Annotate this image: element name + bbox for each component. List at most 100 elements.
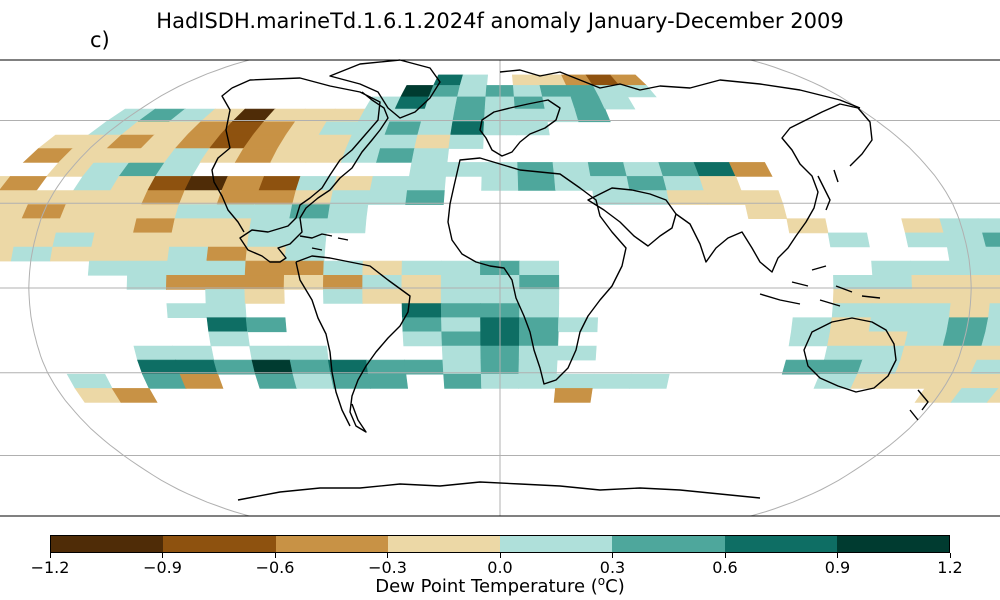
anomaly-cell (985, 317, 1000, 333)
anomaly-cell (982, 232, 1000, 248)
anomaly-cell (52, 232, 96, 248)
anomaly-cell (440, 303, 481, 319)
anomaly-cell (289, 359, 332, 375)
anomaly-cell (420, 108, 456, 123)
anomaly-cell (49, 246, 92, 262)
anomaly-cell (658, 162, 700, 177)
anomaly-cell (443, 373, 482, 389)
colorbar-tick (499, 553, 501, 558)
anomaly-cell (587, 162, 628, 177)
anomaly-cell (205, 260, 247, 276)
anomaly-cell (441, 331, 482, 347)
anomaly-cell (249, 345, 291, 361)
colorbar-segment (275, 536, 388, 552)
anomaly-cell (210, 218, 252, 234)
anomaly-cell (519, 303, 560, 319)
robinson-map (0, 59, 1000, 517)
anomaly-cell (137, 359, 181, 375)
anomaly-cell (555, 373, 595, 389)
anomaly-cell (362, 289, 403, 304)
anomaly-cell (900, 345, 944, 361)
colorbar-tick (387, 553, 388, 558)
anomaly-cell (592, 190, 633, 205)
anomaly-cell (666, 190, 708, 205)
anomaly-cell (289, 204, 331, 219)
anomaly-cell (457, 85, 488, 98)
anomaly-cell (175, 359, 219, 375)
anomaly-cell (208, 331, 250, 347)
anomaly-cell (206, 317, 248, 333)
colorbar-segment (612, 536, 725, 552)
anomaly-cell (362, 274, 403, 290)
coastline-australia (803, 317, 897, 393)
coastline-caribbean (299, 233, 349, 251)
anomaly-cell (245, 317, 287, 333)
coastline-indonesia (759, 265, 881, 307)
anomaly-cell (703, 190, 746, 205)
coastline-new-zealand (909, 389, 929, 421)
anomaly-cell (623, 162, 664, 177)
anomaly-cell (827, 331, 870, 347)
anomaly-cell (452, 108, 486, 123)
coastline-japan (817, 169, 839, 211)
coastline-arabia (587, 187, 677, 247)
colorbar-tick-label: 0.0 (487, 558, 513, 577)
anomaly-cell (626, 176, 668, 191)
anomaly-cell (904, 232, 948, 248)
colorbar-tick (274, 553, 276, 558)
anomaly-cell (629, 190, 671, 205)
anomaly-cell (871, 260, 913, 276)
colorbar (50, 535, 950, 553)
colorbar-segment (163, 536, 276, 552)
anomaly-cell (66, 373, 113, 389)
anomaly-cell (292, 373, 335, 389)
anomaly-cell (133, 345, 177, 361)
anomaly-cell (404, 359, 444, 375)
anomaly-cell (405, 190, 445, 205)
anomaly-cell (147, 176, 193, 191)
anomaly-cell (179, 373, 224, 389)
anomaly-cell (440, 289, 481, 304)
anomaly-cell (989, 274, 1000, 290)
anomaly-cell (311, 134, 353, 149)
anomaly-cell (103, 190, 149, 205)
anomaly-cell (367, 373, 409, 389)
anomaly-cell (901, 218, 945, 234)
anomaly-cell (868, 317, 911, 333)
gridline-meridian (750, 59, 972, 517)
anomaly-cell (91, 232, 134, 248)
anomaly-cell (628, 373, 670, 389)
anomaly-cell (693, 162, 737, 177)
anomaly-cell (441, 317, 481, 333)
coastline-europe (479, 69, 861, 157)
anomaly-cell (322, 289, 364, 304)
colorbar-tick (837, 553, 838, 558)
colorbar-tick-label: −1.2 (30, 558, 70, 577)
anomaly-cell (910, 260, 952, 276)
colorbar-label-sup: o (597, 574, 606, 588)
colorbar-tick (949, 553, 951, 558)
anomaly-cell (986, 388, 1000, 403)
coastline-asia (675, 103, 873, 273)
anomaly-cell (459, 74, 489, 86)
colorbar-label-prefix: Dew Point Temperature ( (375, 576, 598, 597)
anomaly-cell (401, 274, 442, 290)
anomaly-cell (136, 204, 180, 219)
map-title: HadISDH.marineTd.1.6.1.2024f anomaly Jan… (156, 9, 844, 33)
colorbar-tick (49, 553, 51, 558)
anomaly-cell (985, 246, 1000, 262)
anomaly-cell (140, 190, 186, 205)
anomaly-cell (865, 331, 909, 347)
anomaly-cell (904, 331, 948, 347)
anomaly-cell (174, 204, 218, 219)
anomaly-cell (366, 359, 407, 375)
colorbar-label: Dew Point Temperature (oC) (0, 574, 1000, 597)
anomaly-cell (417, 121, 454, 136)
anomaly-cell (401, 289, 442, 304)
anomaly-cell (205, 289, 246, 304)
anomaly-cell (142, 373, 187, 389)
anomaly-cell (699, 176, 742, 191)
anomaly-cell (97, 204, 142, 219)
anomaly-cell (911, 289, 952, 304)
anomaly-cell (448, 134, 484, 149)
